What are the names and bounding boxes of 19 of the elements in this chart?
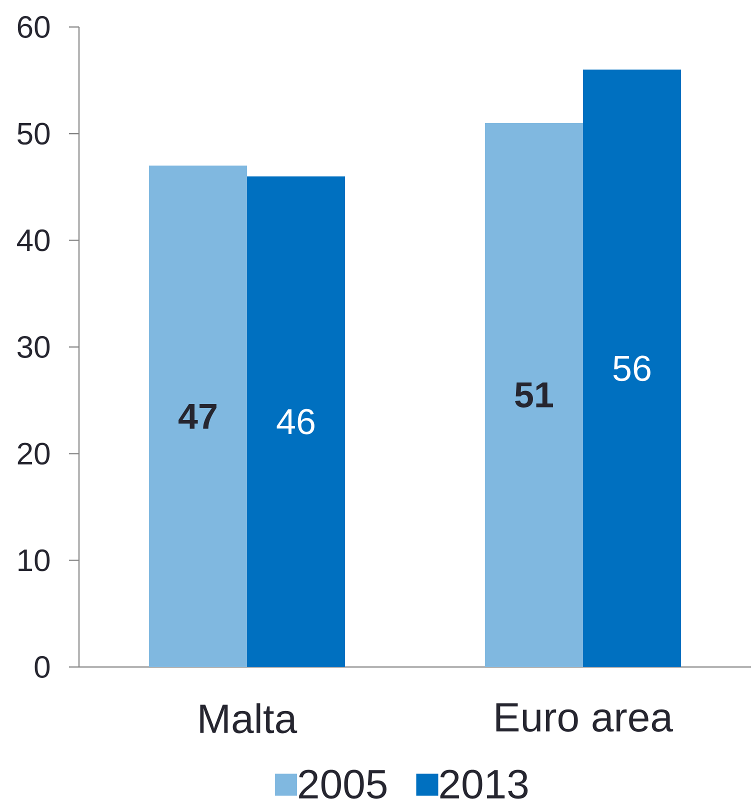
y-tick-label: 30 (18, 336, 50, 358)
data-label: 51 (515, 382, 554, 408)
y-tick-label: 20 (18, 442, 50, 465)
bar (247, 176, 346, 667)
y-tick-label: 50 (18, 122, 50, 145)
data-label: 56 (613, 356, 650, 382)
y-tick-label: 60 (18, 16, 50, 38)
y-tick-label: 40 (17, 229, 50, 252)
bar (485, 122, 584, 667)
y-tick-label: 10 (18, 549, 50, 572)
legend-label: 2005 (299, 770, 386, 799)
bar (583, 70, 682, 667)
legend-label: 2013 (440, 770, 528, 799)
bar (149, 166, 247, 667)
data-label: 47 (178, 404, 216, 429)
x-tick-label: Malta (200, 703, 298, 734)
x-tick-label: Euro area (496, 703, 673, 732)
data-label: 46 (276, 408, 314, 434)
y-tick-label: 0 (34, 656, 50, 678)
